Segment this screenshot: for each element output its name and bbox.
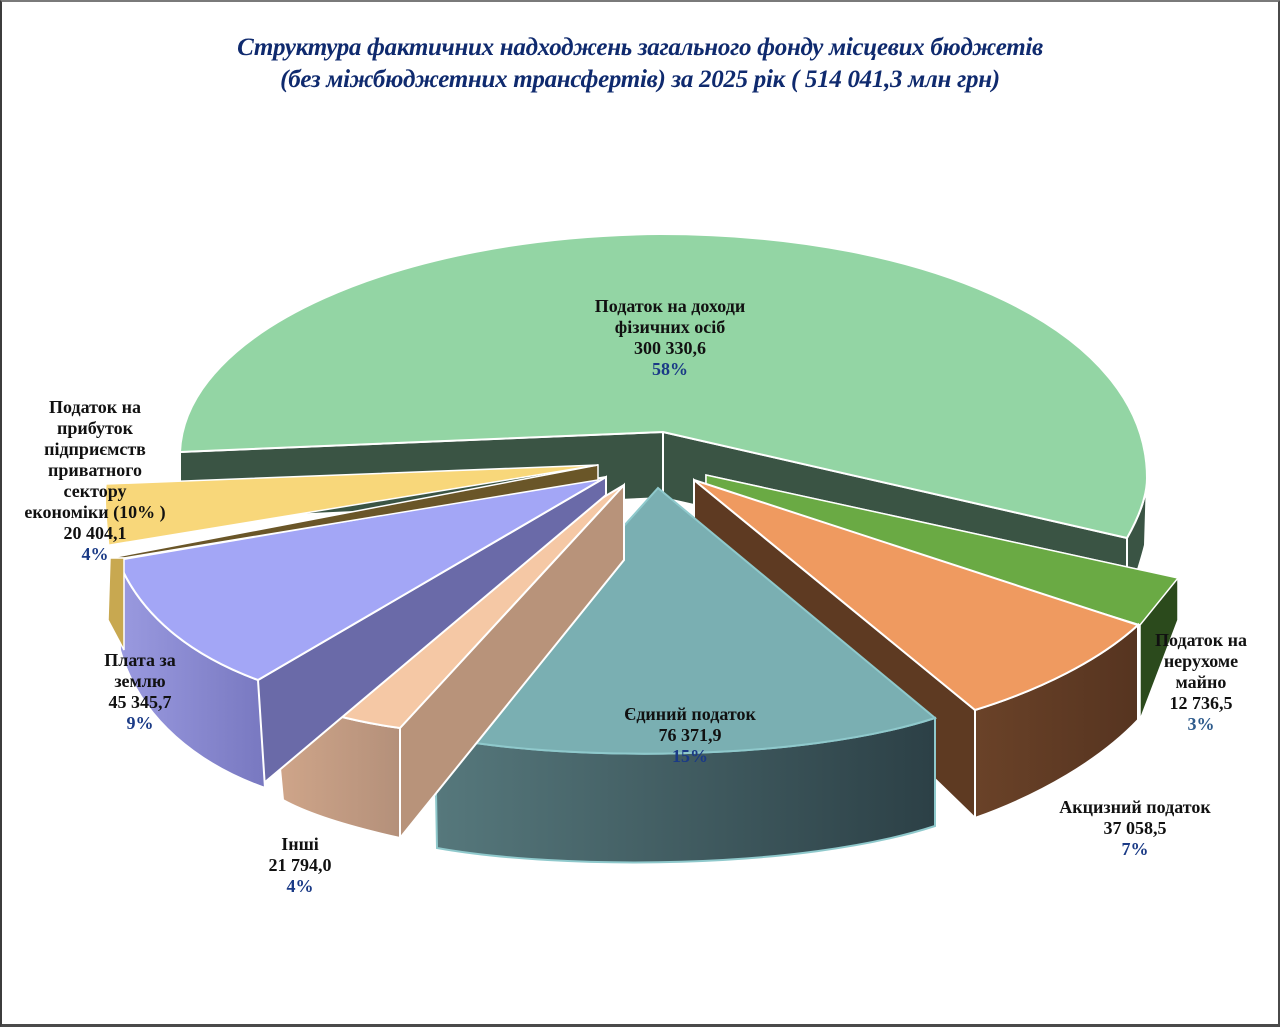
slice-pdfo-top: [178, 232, 1149, 540]
label-pdfo: Податок на доходи фізичних осіб 300 330,…: [560, 296, 780, 380]
slice-single[interactable]: [433, 486, 938, 864]
label-excise-pct: 7%: [1121, 839, 1149, 859]
label-land-value: 45 345,7: [108, 692, 172, 712]
label-property-pct: 3%: [1187, 714, 1215, 734]
label-profit-line-3: підприємств: [44, 439, 146, 459]
label-excise: Акцизний податок 37 058,5 7%: [1030, 797, 1240, 860]
label-single-line-1: Єдиний податок: [624, 704, 756, 724]
label-land-line-1: Плата за: [104, 650, 176, 670]
slice-single-top: [433, 486, 938, 755]
label-other: Інші 21 794,0 4%: [240, 834, 360, 897]
label-excise-line-1: Акцизний податок: [1059, 797, 1211, 817]
label-property-line-1: Податок на: [1155, 630, 1247, 650]
slice-profit[interactable]: [104, 464, 599, 651]
label-pdfo-value: 300 330,6: [634, 338, 706, 358]
label-profit-pct: 4%: [81, 544, 109, 564]
label-pdfo-line-1: Податок на доходи: [594, 296, 746, 316]
label-property-line-2: нерухоме: [1163, 651, 1239, 671]
chart-title-line-1: Структура фактичних надходжень загальног…: [237, 34, 1043, 61]
label-land-pct: 9%: [126, 713, 154, 733]
label-profit-line-6: економіки (10% ): [24, 502, 166, 522]
label-profit-line-1: Податок на: [49, 397, 141, 417]
label-profit-value: 20 404,1: [63, 523, 127, 543]
label-profit-line-2: прибуток: [56, 418, 134, 438]
label-land: Плата за землю 45 345,7 9%: [80, 650, 200, 734]
label-single: Єдиний податок 76 371,9 15%: [590, 704, 790, 767]
label-pdfo-pct: 58%: [652, 359, 688, 379]
label-profit-line-5: сектору: [63, 481, 127, 501]
chart-title-line-2: (без міжбюджетних трансфертів) за 2025 р…: [280, 66, 1000, 93]
label-land-line-2: землю: [114, 671, 166, 691]
slice-excise-top: [693, 479, 1140, 712]
slice-property-front: [1139, 575, 1179, 721]
label-other-line-1: Інші: [281, 834, 319, 854]
slice-profit-top: [104, 464, 599, 559]
label-property-value: 12 736,5: [1169, 693, 1233, 713]
label-profit-line-4: приватного: [48, 460, 142, 480]
chart-title: Структура фактичних надходжень загальног…: [0, 32, 1280, 96]
label-single-value: 76 371,9: [658, 725, 722, 745]
label-excise-value: 37 058,5: [1103, 818, 1167, 838]
label-other-value: 21 794,0: [268, 855, 332, 875]
label-property: Податок на нерухоме майно 12 736,5 3%: [1136, 630, 1266, 735]
label-single-pct: 15%: [672, 746, 708, 766]
slice-profit-front: [107, 557, 125, 651]
slice-land[interactable]: [116, 475, 607, 791]
label-profit: Податок на прибуток підприємств приватно…: [10, 397, 180, 565]
label-other-pct: 4%: [286, 876, 314, 896]
label-property-line-3: майно: [1175, 672, 1227, 692]
label-pdfo-line-2: фізичних осіб: [614, 317, 726, 337]
